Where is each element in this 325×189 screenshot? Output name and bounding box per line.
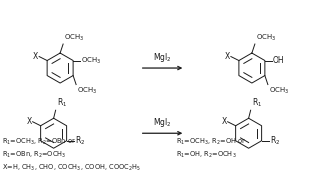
Text: OCH$_3$: OCH$_3$ [269,86,289,96]
Text: R$_1$=OCH$_3$, R$_2$=OH or: R$_1$=OCH$_3$, R$_2$=OH or [176,137,246,147]
Text: R$_1$=OH, R$_2$=OCH$_3$: R$_1$=OH, R$_2$=OCH$_3$ [176,150,236,160]
Text: X: X [33,52,38,61]
Text: R$_1$=OBn, R$_2$=OCH$_3$: R$_1$=OBn, R$_2$=OCH$_3$ [2,150,66,160]
Text: MgI$_2$: MgI$_2$ [153,51,172,64]
Text: R$_2$: R$_2$ [270,135,280,147]
Text: X=H, CH$_3$, CHO, COCH$_3$, COOH, COOC$_2$H$_5$: X=H, CH$_3$, CHO, COCH$_3$, COOH, COOC$_… [2,163,141,173]
Text: OCH$_3$: OCH$_3$ [256,33,276,43]
Text: R$_2$: R$_2$ [75,135,85,147]
Text: OCH$_3$: OCH$_3$ [64,33,84,43]
Text: R$_1$: R$_1$ [57,97,67,109]
Text: MgI$_2$: MgI$_2$ [153,116,172,129]
Text: X: X [225,52,230,61]
Text: X: X [26,117,32,126]
Text: OCH$_3$: OCH$_3$ [77,86,98,96]
Text: R$_1$=OCH$_3$, R$_2$=OBn or: R$_1$=OCH$_3$, R$_2$=OBn or [2,137,76,147]
Text: R$_1$: R$_1$ [252,97,262,109]
Text: OCH$_3$: OCH$_3$ [81,55,102,66]
Text: X: X [221,117,227,126]
Text: OH: OH [273,56,284,65]
